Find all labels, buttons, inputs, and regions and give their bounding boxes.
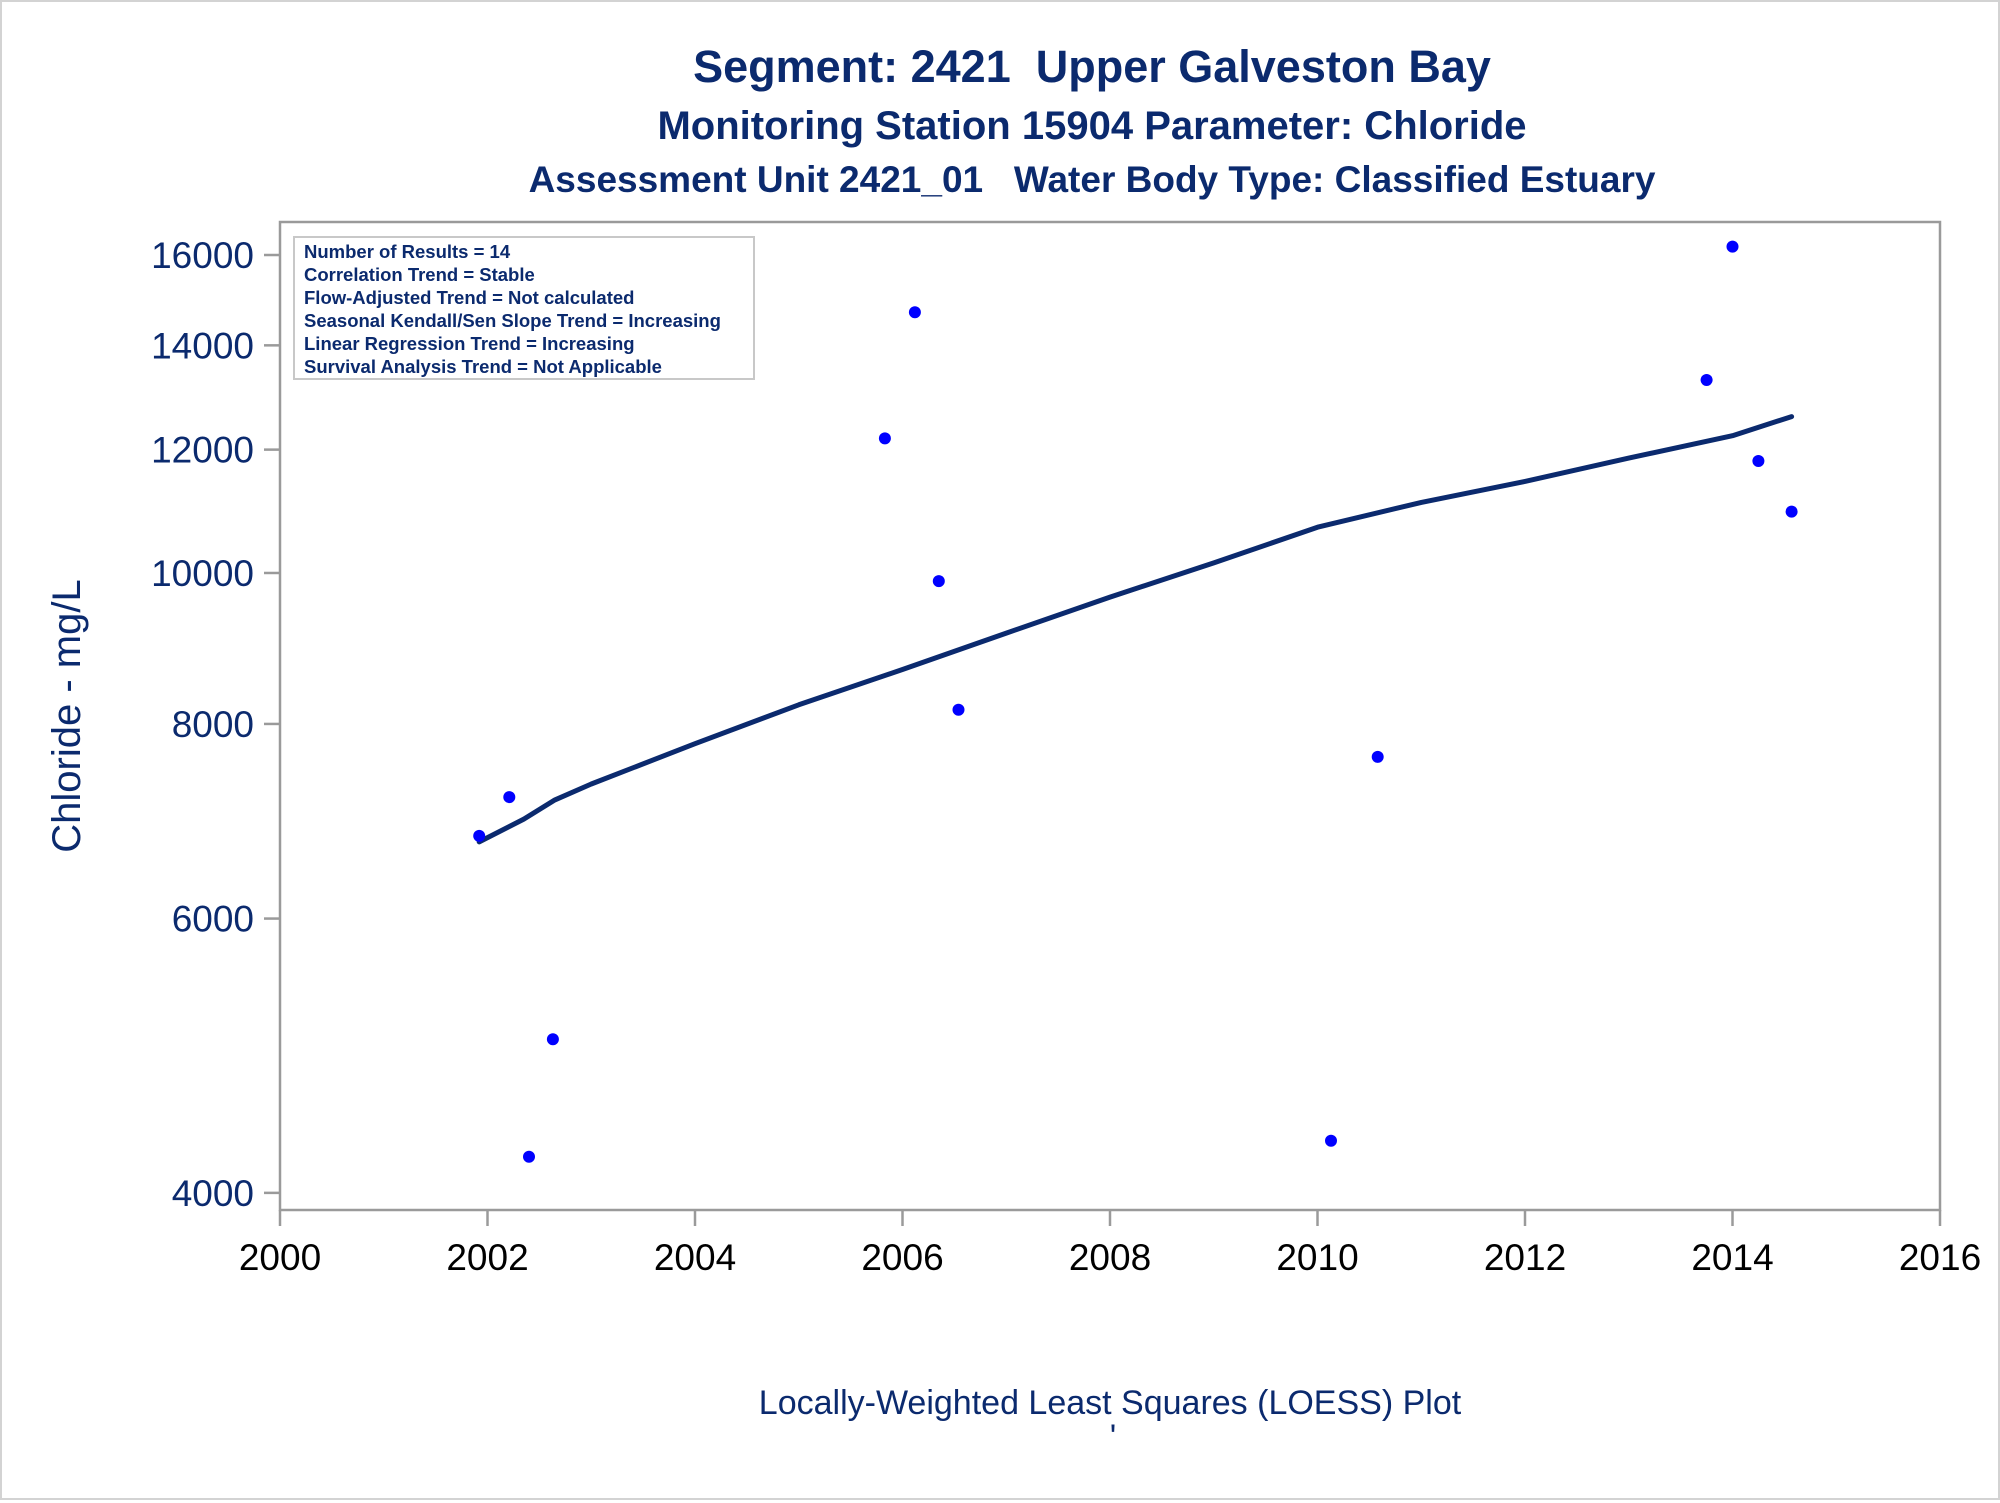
data-point	[546, 1033, 559, 1046]
y-tick-label: 14000	[151, 325, 254, 366]
x-tick-label: 2000	[239, 1237, 321, 1278]
x-tick-label: 2012	[1484, 1237, 1566, 1278]
loess-trend-line	[476, 414, 1795, 845]
data-point	[878, 432, 891, 445]
x-tick-label: 2016	[1899, 1237, 1981, 1278]
data-point	[1752, 455, 1765, 467]
stats-line: Seasonal Kendall/Sen Slope Trend = Incre…	[304, 310, 721, 331]
data-point	[932, 575, 945, 588]
x-tick-label: 2004	[654, 1237, 736, 1278]
data-point	[473, 829, 486, 842]
data-point	[1325, 1134, 1337, 1147]
stats-line: Survival Analysis Trend = Not Applicable	[304, 356, 662, 377]
chart-subtitle: Monitoring Station 15904 Parameter: Chlo…	[657, 104, 1526, 148]
x-tick-label: 2010	[1276, 1237, 1358, 1278]
x-tick-label: 2014	[1691, 1237, 1773, 1278]
y-tick-label: 12000	[151, 430, 254, 471]
stats-line: Number of Results = 14	[304, 241, 511, 262]
data-point	[1785, 505, 1798, 518]
data-point	[908, 306, 921, 319]
loess-layer	[476, 414, 1795, 845]
footnote-mark: '	[1110, 1418, 1117, 1456]
y-axis: 4000 6000 8000 10000 12000 14000 16000	[151, 235, 280, 1214]
chart-subtitle-2: Assessment Unit 2421_01 Water Body Type:…	[529, 159, 1656, 200]
points-layer	[473, 240, 1798, 1163]
y-tick-label: 16000	[151, 235, 254, 276]
y-axis-label: Chloride - mg/L	[45, 579, 89, 852]
stats-line: Correlation Trend = Stable	[304, 264, 535, 285]
stats-line: Flow-Adjusted Trend = Not calculated	[304, 287, 634, 308]
chart-title: Segment: 2421 Upper Galveston Bay	[693, 41, 1491, 92]
data-point	[1700, 374, 1713, 386]
stats-box-border	[293, 236, 755, 380]
x-tick-label: 2008	[1069, 1237, 1151, 1278]
data-point	[1371, 750, 1384, 763]
data-point	[503, 791, 516, 804]
x-axis: 2000 2002 2004 2006 2008 2010 2012 2014 2016	[239, 1210, 1981, 1278]
y-tick-label: 4000	[172, 1173, 254, 1214]
x-axis-label: Locally-Weighted Least Squares (LOESS) P…	[759, 1384, 1462, 1422]
stats-annotation-box: Number of Results = 14 Correlation Trend…	[293, 236, 755, 380]
data-point	[1726, 240, 1739, 253]
y-tick-label: 6000	[172, 899, 254, 940]
y-tick-label: 10000	[151, 553, 254, 594]
x-tick-label: 2006	[861, 1237, 943, 1278]
data-point	[523, 1150, 535, 1163]
x-tick-label: 2002	[446, 1237, 528, 1278]
stats-line: Linear Regression Trend = Increasing	[304, 333, 635, 354]
data-point	[952, 703, 965, 716]
y-tick-label: 8000	[172, 704, 254, 745]
